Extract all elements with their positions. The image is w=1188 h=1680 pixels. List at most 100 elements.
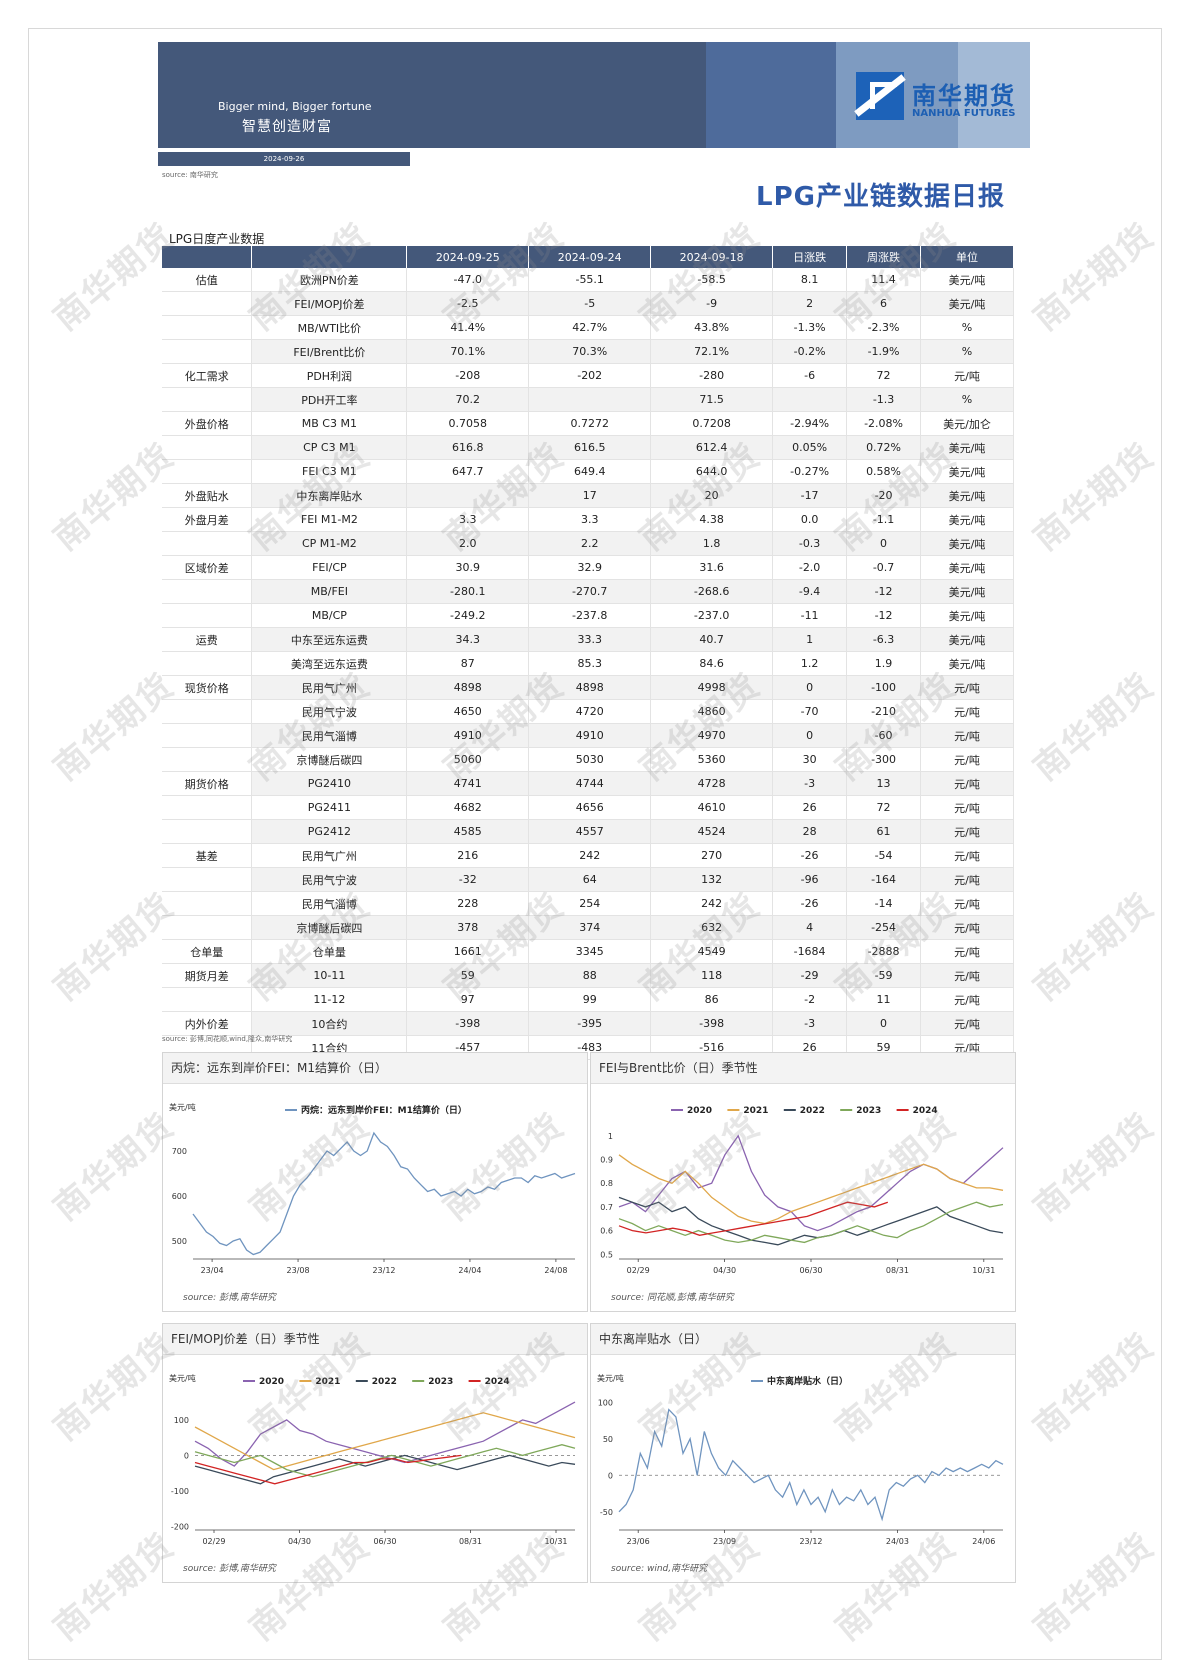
- row-category: [162, 387, 253, 412]
- panel-source: source: 彭博,南华研究: [183, 1564, 276, 1574]
- table-cell: 616.5: [528, 435, 652, 460]
- row-category: [162, 339, 253, 364]
- table-cell: -2.0: [772, 555, 848, 580]
- table-cell: 美元/吨: [920, 483, 1014, 508]
- row-category: 基差: [162, 843, 253, 868]
- legend-entry: 2022: [372, 1377, 397, 1387]
- table-cell: [772, 387, 848, 412]
- table-cell: 0: [846, 1011, 922, 1036]
- table-row: PG2411 4682 4656 4610 26 72 元/吨: [162, 795, 1014, 820]
- legend-entry: 2024: [913, 1106, 938, 1116]
- table-cell: -2: [772, 987, 848, 1012]
- chart-panel-fei-mopj: FEI/MOPJ价差（日）季节性 美元/吨 -200 -100 0 100 02/29 04…: [162, 1323, 588, 1583]
- y-tick-label: 0.9: [600, 1156, 613, 1165]
- table-cell: -58.5: [650, 268, 774, 292]
- row-category: [162, 651, 253, 676]
- row-category: 内外价差: [162, 1011, 253, 1036]
- table-cell: 元/吨: [920, 363, 1014, 388]
- y-tick-label: -100: [171, 1487, 189, 1496]
- table-row: 京博醚后碳四 5060 5030 5360 30 -300 元/吨: [162, 747, 1014, 772]
- table-row: 基差 民用气广州 216 242 270 -26 -54 元/吨: [162, 843, 1014, 868]
- row-label: CP M1-M2: [251, 531, 408, 556]
- table-cell: 4898: [528, 675, 652, 700]
- table-cell: 3345: [528, 939, 652, 964]
- table-cell: 644.0: [650, 459, 774, 484]
- table-cell: 元/吨: [920, 1011, 1014, 1036]
- row-category: 运费: [162, 627, 253, 652]
- row-label: PDH利润: [251, 363, 408, 388]
- x-tick-label: 04/30: [713, 1266, 736, 1275]
- series-line: [192, 1131, 576, 1256]
- fei-mopj-chart: 美元/吨 -200 -100 0 100 02/29 04/30 06/30 08/31 10/3…: [169, 1373, 576, 1546]
- table-title: LPG日度产业数据: [169, 232, 265, 246]
- x-tick-label: 08/31: [459, 1537, 482, 1546]
- table-row: MB/CP -249.2 -237.8 -237.0 -11 -12 美元/吨: [162, 603, 1014, 628]
- table-cell: 4.38: [650, 507, 774, 532]
- series-line: [194, 1454, 576, 1485]
- table-row: 京博醚后碳四 378 374 632 4 -254 元/吨: [162, 915, 1014, 940]
- panel-title: FEI/MOPJ价差（日）季节性: [163, 1324, 587, 1355]
- table-cell: 647.7: [406, 459, 530, 484]
- row-category: [162, 891, 253, 916]
- table-row: 民用气淄博 4910 4910 4970 0 -60 元/吨: [162, 723, 1014, 748]
- table-cell: 4524: [650, 819, 774, 844]
- table-cell: 5360: [650, 747, 774, 772]
- table-cell: 4741: [406, 771, 530, 796]
- table-cell: 5030: [528, 747, 652, 772]
- table-cell: 26: [772, 795, 848, 820]
- table-cell: -3: [772, 771, 848, 796]
- table-cell: 31.6: [650, 555, 774, 580]
- y-tick-label: 0.8: [600, 1179, 613, 1188]
- table-cell: 34.3: [406, 627, 530, 652]
- y-tick-label: -50: [600, 1508, 613, 1517]
- table-cell: 元/吨: [920, 867, 1014, 892]
- table-row: 期货价格 PG2410 4741 4744 4728 -3 13 元/吨: [162, 771, 1014, 796]
- table-cell: 美元/吨: [920, 555, 1014, 580]
- table-row: MB/FEI -280.1 -270.7 -268.6 -9.4 -12 美元/吨: [162, 579, 1014, 604]
- table-cell: 11.4: [846, 268, 922, 292]
- table-cell: 84.6: [650, 651, 774, 676]
- panel-source: source: wind,南华研究: [611, 1564, 708, 1574]
- y-tick-label: -200: [171, 1522, 189, 1531]
- table-cell: -2.5: [406, 291, 530, 316]
- table-cell: 72: [846, 363, 922, 388]
- table-cell: -5: [528, 291, 652, 316]
- x-tick-label: 23/12: [372, 1266, 395, 1275]
- column-header: 周涨跌: [846, 246, 922, 268]
- report-date: 2024-09-26: [158, 152, 410, 166]
- y-axis-label: 美元/吨: [597, 1373, 624, 1383]
- table-cell: 4728: [650, 771, 774, 796]
- table-cell: 33.3: [528, 627, 652, 652]
- row-label: MB/CP: [251, 603, 408, 628]
- legend-entry: 2021: [743, 1106, 768, 1116]
- table-cell: 0.72%: [846, 435, 922, 460]
- table-cell: [406, 483, 530, 508]
- panel-title: 丙烷：远东到岸价FEI：M1结算价（日）: [163, 1053, 587, 1084]
- table-cell: -237.8: [528, 603, 652, 628]
- y-tick-label: 100: [174, 1416, 189, 1425]
- table-cell: 11: [846, 987, 922, 1012]
- legend-entry: 2023: [428, 1377, 453, 1387]
- chart-panel-fei-brent: FEI与Brent比价（日）季节性 0.5 0.6 0.7 0.8 0.9 1 02/29 0…: [590, 1052, 1016, 1312]
- table-cell: -9: [650, 291, 774, 316]
- table-cell: 4610: [650, 795, 774, 820]
- table-cell: 32.9: [528, 555, 652, 580]
- page-border: [28, 28, 1162, 1660]
- table-row: FEI C3 M1 647.7 649.4 644.0 -0.27% 0.58% 美元/吨: [162, 459, 1014, 484]
- table-cell: 61: [846, 819, 922, 844]
- y-tick-label: 0.6: [600, 1227, 613, 1236]
- table-cell: 72.1%: [650, 339, 774, 364]
- table-cell: 元/吨: [920, 795, 1014, 820]
- row-category: 区域价差: [162, 555, 253, 580]
- column-header: [251, 246, 408, 268]
- table-cell: 4744: [528, 771, 652, 796]
- table-cell: -237.0: [650, 603, 774, 628]
- table-cell: 1.8: [650, 531, 774, 556]
- table-row: FEI/Brent比价 70.1% 70.3% 72.1% -0.2% -1.9%%: [162, 339, 1014, 364]
- table-cell: -54: [846, 843, 922, 868]
- table-cell: 4650: [406, 699, 530, 724]
- table-row: 仓单量 仓单量 1661 3345 4549 -1684 -2888 元/吨: [162, 939, 1014, 964]
- series-line: [618, 1408, 1004, 1522]
- legend-entry: 中东离岸贴水（日）: [767, 1375, 848, 1387]
- table-cell: 美元/吨: [920, 531, 1014, 556]
